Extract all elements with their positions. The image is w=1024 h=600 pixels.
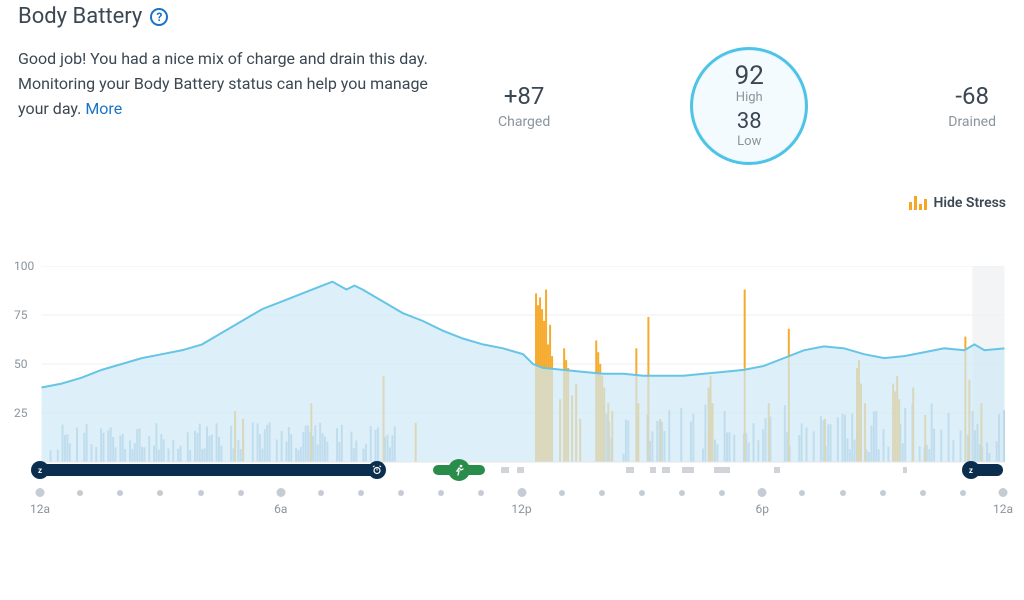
body-battery-chart bbox=[18, 266, 1006, 476]
inactive-segment bbox=[682, 467, 694, 473]
charged-value: +87 bbox=[498, 82, 550, 110]
page-title: Body Battery bbox=[18, 4, 142, 29]
drained-value: -68 bbox=[948, 82, 996, 110]
sleep-segment bbox=[40, 464, 377, 476]
inactive-segment bbox=[626, 467, 634, 473]
x-tick-dot bbox=[999, 488, 1008, 497]
x-tick-dot bbox=[276, 488, 285, 497]
inactive-segment bbox=[774, 467, 780, 473]
x-tick-dot bbox=[840, 490, 846, 496]
x-tick-dot bbox=[719, 490, 725, 496]
inactive-segment bbox=[650, 467, 656, 473]
x-tick-label: 6a bbox=[274, 502, 287, 516]
x-tick-dot bbox=[758, 488, 767, 497]
x-axis: 12a6a12p6p12a bbox=[18, 476, 1006, 518]
x-tick-label: 6p bbox=[756, 502, 769, 516]
y-tick-label: 100 bbox=[14, 259, 34, 273]
inactive-segment bbox=[903, 467, 907, 473]
x-tick-dot bbox=[920, 490, 926, 496]
x-tick-dot bbox=[517, 488, 526, 497]
inactive-segment bbox=[714, 467, 730, 473]
description: Good job! You had a nice mix of charge a… bbox=[18, 47, 458, 121]
help-icon[interactable]: ? bbox=[150, 8, 168, 26]
x-tick-dot bbox=[318, 490, 324, 496]
x-tick-dot bbox=[679, 490, 685, 496]
gauge-low-value: 38 bbox=[737, 111, 762, 133]
x-tick-label: 12p bbox=[511, 502, 531, 516]
x-tick-dot bbox=[599, 490, 605, 496]
inactive-segment bbox=[501, 467, 509, 473]
x-tick-dot bbox=[880, 490, 886, 496]
y-tick-label: 75 bbox=[14, 308, 28, 322]
x-tick-dot bbox=[198, 490, 204, 496]
y-tick-label: 25 bbox=[14, 406, 28, 420]
charged-stat: +87 Charged bbox=[498, 82, 550, 130]
description-text: Good job! You had a nice mix of charge a… bbox=[18, 49, 428, 118]
x-tick-dot bbox=[639, 490, 645, 496]
stress-bars-icon bbox=[909, 196, 927, 210]
x-tick-dot bbox=[559, 490, 565, 496]
x-tick-dot bbox=[358, 490, 364, 496]
inactive-segment bbox=[662, 467, 670, 473]
stats-row: +87 Charged 92 High 38 Low -68 Drained bbox=[488, 47, 1006, 165]
chart-container: 255075100 zz 12a6a12p6p12a bbox=[18, 266, 1006, 518]
x-tick-dot bbox=[77, 490, 83, 496]
gauge-circle: 92 High 38 Low bbox=[690, 47, 808, 165]
inactive-segment bbox=[517, 467, 523, 473]
x-tick-dot bbox=[398, 490, 404, 496]
charged-label: Charged bbox=[498, 114, 550, 130]
drained-label: Drained bbox=[948, 114, 996, 130]
x-tick-label: 12a bbox=[30, 502, 50, 516]
x-tick-dot bbox=[36, 488, 45, 497]
x-tick-dot bbox=[438, 490, 444, 496]
x-tick-label: 12a bbox=[993, 502, 1013, 516]
drained-stat: -68 Drained bbox=[948, 82, 996, 130]
y-tick-label: 50 bbox=[14, 357, 28, 371]
x-tick-dot bbox=[478, 490, 484, 496]
x-tick-dot bbox=[799, 490, 805, 496]
gauge-low-label: Low bbox=[737, 134, 761, 149]
gauge-high-value: 92 bbox=[735, 63, 764, 89]
gauge-high-label: High bbox=[736, 90, 763, 105]
more-link[interactable]: More bbox=[85, 99, 122, 118]
x-tick-dot bbox=[157, 490, 163, 496]
x-tick-dot bbox=[117, 490, 123, 496]
x-tick-dot bbox=[960, 490, 966, 496]
hide-stress-toggle[interactable]: Hide Stress bbox=[933, 195, 1006, 211]
x-tick-dot bbox=[238, 490, 244, 496]
